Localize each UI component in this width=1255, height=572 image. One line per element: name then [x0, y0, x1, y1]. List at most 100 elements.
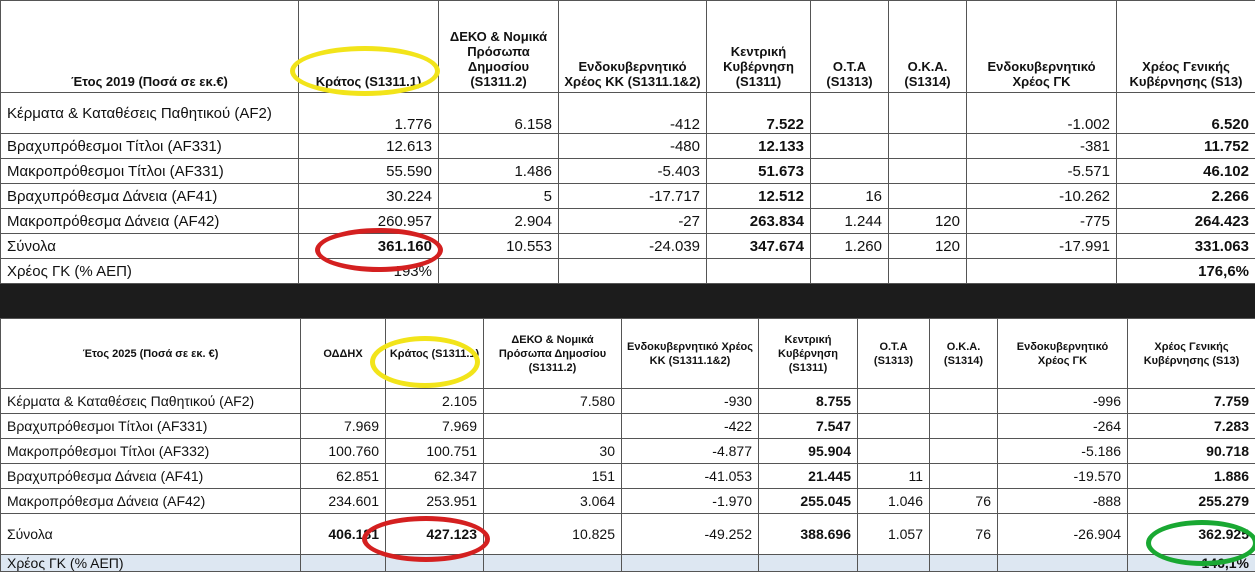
- cell: 146,1%: [1128, 555, 1255, 572]
- col-header-intra-kk: Ενδοκυβερνητικό Χρέος ΚΚ (S1311.1&2): [559, 1, 707, 93]
- cell: 260.957: [299, 209, 439, 234]
- cell: -24.039: [559, 234, 707, 259]
- col-header-general-gov-debt: Χρέος Γενικής Κυβέρνησης (S13): [1128, 319, 1255, 389]
- cell: -1.970: [622, 489, 759, 514]
- cell: 406.181: [301, 514, 386, 555]
- cell: 255.045: [759, 489, 858, 514]
- cell: [559, 259, 707, 284]
- cell: [858, 389, 930, 414]
- cell: 30.224: [299, 184, 439, 209]
- row-label: Σύνολα: [1, 514, 301, 555]
- table-row: Μακροπρόθεσμα Δάνεια (AF42) 234.601 253.…: [1, 489, 1255, 514]
- separator-bar: [0, 296, 1255, 318]
- cell: 12.512: [707, 184, 811, 209]
- cell: -5.186: [998, 439, 1128, 464]
- cell: 7.759: [1128, 389, 1255, 414]
- cell: [858, 555, 930, 572]
- col-header-deko: ΔΕΚΟ & Νομικά Πρόσωπα Δημοσίου (S1311.2): [484, 319, 622, 389]
- cell: 151: [484, 464, 622, 489]
- cell: -422: [622, 414, 759, 439]
- cell: 8.755: [759, 389, 858, 414]
- cell: -5.571: [967, 159, 1117, 184]
- cell: 5: [439, 184, 559, 209]
- totals-row: Σύνολα 406.181 427.123 10.825 -49.252 38…: [1, 514, 1255, 555]
- cell: 21.445: [759, 464, 858, 489]
- debt-table-2025: Έτος 2025 (Ποσά σε εκ. €) ΟΔΔΗΧ Κράτος (…: [0, 318, 1255, 572]
- cell: -26.904: [998, 514, 1128, 555]
- cell: 100.751: [386, 439, 484, 464]
- cell: 1.886: [1128, 464, 1255, 489]
- cell: 10.553: [439, 234, 559, 259]
- cell: 7.522: [707, 93, 811, 134]
- cell: 264.423: [1117, 209, 1255, 234]
- cell: [858, 414, 930, 439]
- cell: [889, 159, 967, 184]
- cell: -4.877: [622, 439, 759, 464]
- col-header-state: Κράτος (S1311.1): [386, 319, 484, 389]
- cell: 95.904: [759, 439, 858, 464]
- cell: 51.673: [707, 159, 811, 184]
- cell: 2.904: [439, 209, 559, 234]
- cell: 120: [889, 209, 967, 234]
- table-row: Βραχυπρόθεσμοι Τίτλοι (AF331) 12.613 -48…: [1, 134, 1255, 159]
- cell: [759, 555, 858, 572]
- col-header-ota: Ο.Τ.Α (S1313): [811, 1, 889, 93]
- cell: [930, 439, 998, 464]
- cell: 30: [484, 439, 622, 464]
- col-header-year: Έτος 2025 (Ποσά σε εκ. €): [1, 319, 301, 389]
- cell: -480: [559, 134, 707, 159]
- cell: 347.674: [707, 234, 811, 259]
- cell: 193%: [299, 259, 439, 284]
- cell: 1.776: [299, 93, 439, 134]
- col-header-oka: Ο.Κ.Α. (S1314): [889, 1, 967, 93]
- cell: -412: [559, 93, 707, 134]
- cell: [811, 134, 889, 159]
- row-label: Μακροπρόθεσμα Δάνεια (AF42): [1, 489, 301, 514]
- cell: 6.520: [1117, 93, 1255, 134]
- cell: 1.057: [858, 514, 930, 555]
- cell: 7.580: [484, 389, 622, 414]
- table-row: Βραχυπρόθεσμα Δάνεια (AF41) 62.851 62.34…: [1, 464, 1255, 489]
- cell: 100.760: [301, 439, 386, 464]
- cell: 255.279: [1128, 489, 1255, 514]
- cell: 7.547: [759, 414, 858, 439]
- cell: [889, 134, 967, 159]
- table-row: Κέρματα & Καταθέσεις Παθητικού (AF2) 1.7…: [1, 93, 1255, 134]
- cell: 263.834: [707, 209, 811, 234]
- row-label: Κέρματα & Καταθέσεις Παθητικού (AF2): [1, 389, 301, 414]
- cell: -888: [998, 489, 1128, 514]
- cell: 331.063: [1117, 234, 1255, 259]
- cell: [998, 555, 1128, 572]
- cell: [439, 134, 559, 159]
- cell: 12.133: [707, 134, 811, 159]
- cell: [811, 93, 889, 134]
- col-header-central-gov: Κεντρική Κυβέρνηση (S1311): [759, 319, 858, 389]
- cell: -17.717: [559, 184, 707, 209]
- table-row: Βραχυπρόθεσμα Δάνεια (AF41) 30.224 5 -17…: [1, 184, 1255, 209]
- cell: -27: [559, 209, 707, 234]
- row-label: Μακροπρόθεσμοι Τίτλοι (AF331): [1, 159, 299, 184]
- cell: [889, 184, 967, 209]
- cell: [484, 555, 622, 572]
- cell: -49.252: [622, 514, 759, 555]
- cell: [811, 159, 889, 184]
- cell: 361.160: [299, 234, 439, 259]
- col-header-year: Έτος 2019 (Ποσά σε εκ.€): [1, 1, 299, 93]
- cell: -19.570: [998, 464, 1128, 489]
- cell: [930, 464, 998, 489]
- table-row: Κέρματα & Καταθέσεις Παθητικού (AF2) 2.1…: [1, 389, 1255, 414]
- cell: 3.064: [484, 489, 622, 514]
- cell: 1.486: [439, 159, 559, 184]
- table-row: Χρέος ΓΚ (% ΑΕΠ) 193% 176,6%: [1, 259, 1255, 284]
- cell: -381: [967, 134, 1117, 159]
- cell: 62.851: [301, 464, 386, 489]
- row-label: Χρέος ΓΚ (% ΑΕΠ): [1, 555, 301, 572]
- table-row: Χρέος ΓΚ (% ΑΕΠ) 146,1%: [1, 555, 1255, 572]
- cell: 1.244: [811, 209, 889, 234]
- cell: 120: [889, 234, 967, 259]
- cell: 7.283: [1128, 414, 1255, 439]
- cell: -10.262: [967, 184, 1117, 209]
- col-header-ota: Ο.Τ.Α (S1313): [858, 319, 930, 389]
- cell: 11.752: [1117, 134, 1255, 159]
- cell: [484, 414, 622, 439]
